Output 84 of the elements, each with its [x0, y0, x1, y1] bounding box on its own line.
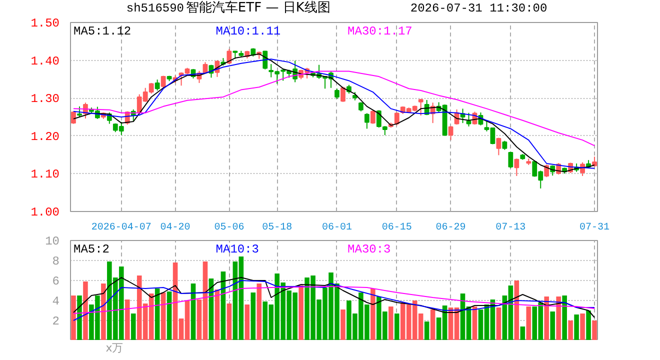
bar — [544, 296, 549, 340]
x-tick-label: 06-01 — [322, 222, 352, 234]
bar — [190, 284, 196, 340]
bar — [388, 306, 394, 340]
bar — [166, 292, 172, 340]
bar — [586, 310, 591, 340]
x-tick-label: 05-18 — [262, 222, 292, 234]
y-tick-label: 1.30 — [30, 92, 60, 106]
bar — [250, 292, 256, 340]
text: MA5:1.12 — [74, 24, 132, 38]
candlestick — [466, 112, 472, 127]
bar — [83, 282, 88, 340]
candlestick — [334, 88, 340, 100]
bar — [124, 300, 130, 340]
candlestick — [71, 110, 76, 124]
bar — [424, 322, 430, 340]
bar — [568, 320, 573, 340]
line-series — [72, 70, 596, 146]
candlestick — [514, 158, 520, 176]
series-label: MA10:1.11 — [216, 24, 281, 38]
candlestick — [370, 110, 376, 124]
text: x万 — [106, 342, 124, 354]
candlestick — [262, 50, 268, 70]
x-tick-label: 06-29 — [436, 222, 466, 234]
bar — [592, 320, 597, 340]
candlestick — [496, 137, 502, 156]
bar — [526, 306, 532, 340]
bar — [556, 296, 561, 340]
text: MA5:2 — [74, 242, 110, 256]
y-tick-label: 8 — [52, 254, 60, 268]
bar — [430, 310, 436, 340]
bar — [77, 296, 82, 340]
bar — [580, 314, 585, 340]
y-tick-label: 2 — [52, 314, 60, 328]
bar — [160, 292, 166, 340]
bar — [298, 286, 304, 340]
text: sh516590 — [126, 2, 184, 16]
y-tick-label: 1.50 — [30, 16, 60, 30]
bar — [340, 310, 346, 340]
candlestick — [544, 164, 550, 178]
text: MA30:1.17 — [348, 24, 412, 38]
bar — [496, 308, 502, 340]
bar — [394, 314, 400, 340]
chart-title: 智能汽车ETF — 日K线图 — [186, 0, 330, 16]
bar — [214, 290, 220, 340]
x-tick-label: 05-06 — [214, 222, 244, 234]
bar — [244, 304, 250, 340]
bar — [71, 296, 76, 340]
candlestick — [502, 140, 508, 150]
bar — [256, 284, 262, 340]
x-tick-label: 04-20 — [160, 222, 190, 234]
bar — [130, 314, 136, 340]
text: MA30:3 — [348, 242, 391, 256]
y-tick-label: 1.00 — [30, 206, 60, 220]
y-tick-label: 10 — [45, 234, 60, 248]
text: 2026-07-31 11:30:00 — [410, 2, 548, 16]
candlestick — [77, 106, 82, 118]
bar — [574, 314, 579, 340]
candlestick — [448, 126, 454, 141]
bar — [101, 284, 106, 340]
x-tick-label: 06-15 — [382, 222, 412, 234]
bar — [226, 304, 232, 340]
x-tick-label: 2026-04-07 — [91, 222, 152, 234]
x-tick-label: 07-31 — [580, 222, 610, 234]
bar — [370, 288, 376, 340]
bar — [220, 272, 226, 340]
bar — [472, 306, 478, 340]
candlestick — [364, 112, 370, 130]
bar — [154, 288, 160, 340]
y-tick-label: 6 — [52, 274, 60, 288]
bar — [550, 312, 555, 340]
candlestick — [418, 98, 424, 116]
line-series — [72, 286, 596, 314]
candlestick — [340, 86, 346, 102]
candlestick — [154, 79, 160, 92]
y-tick-label: 1.40 — [30, 54, 60, 68]
bar — [520, 326, 526, 340]
y-tick-label: 4 — [52, 294, 60, 308]
y-tick-label: 1.20 — [30, 130, 60, 144]
bar — [562, 296, 567, 340]
candlestick — [508, 151, 514, 169]
text: MA10:3 — [216, 242, 260, 256]
x-tick-label: 07-13 — [496, 222, 526, 234]
y-tick-label: 1.10 — [30, 168, 60, 182]
